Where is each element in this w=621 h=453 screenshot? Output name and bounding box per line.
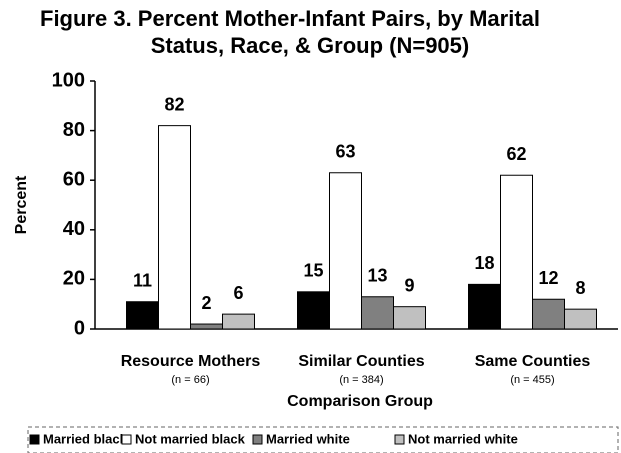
legend-label: Not married white xyxy=(408,431,518,446)
legend-label: Not married black xyxy=(135,431,246,446)
x-tick-note: (n = 455) xyxy=(510,374,554,386)
bar xyxy=(532,298,565,330)
bar xyxy=(393,306,426,330)
value-label: 12 xyxy=(538,268,558,288)
legend-swatch xyxy=(121,434,132,445)
bar xyxy=(468,283,501,330)
x-axis-label: Comparison Group xyxy=(287,393,433,410)
x-tick-label: Similar Counties xyxy=(298,353,424,370)
bar xyxy=(158,125,191,330)
bar xyxy=(190,323,223,330)
legend-swatch xyxy=(29,434,40,445)
x-tick-note: (n = 66) xyxy=(171,374,209,386)
legend-swatch xyxy=(252,434,263,445)
bar xyxy=(126,301,159,330)
bar xyxy=(222,313,255,330)
x-tick-label: Same Counties xyxy=(475,353,591,370)
chart-title: Figure 3. Percent Mother-Infant Pairs, b… xyxy=(40,6,540,31)
bar xyxy=(500,174,533,330)
value-label: 9 xyxy=(404,275,414,295)
value-label: 6 xyxy=(233,283,243,303)
bar xyxy=(329,172,362,330)
x-tick-note: (n = 384) xyxy=(339,374,383,386)
legend-swatch xyxy=(394,434,405,445)
y-tick-label: 60 xyxy=(63,168,85,190)
bar xyxy=(361,296,394,330)
value-label: 15 xyxy=(303,261,323,281)
value-label: 63 xyxy=(335,142,355,162)
x-tick-label: Resource Mothers xyxy=(121,353,261,370)
bar xyxy=(297,291,330,330)
value-label: 18 xyxy=(474,253,494,273)
legend-label: Married white xyxy=(266,431,350,446)
value-label: 11 xyxy=(133,270,152,290)
bar xyxy=(564,308,597,330)
value-label: 13 xyxy=(367,266,387,286)
legend-box xyxy=(27,426,619,453)
y-tick-label: 40 xyxy=(63,218,85,240)
value-label: 82 xyxy=(164,94,184,114)
y-tick-label: 100 xyxy=(52,69,85,91)
chart-title: Status, Race, & Group (N=905) xyxy=(151,33,469,58)
y-tick-label: 0 xyxy=(74,317,85,339)
value-label: 2 xyxy=(201,293,211,313)
y-tick-label: 80 xyxy=(63,119,85,141)
value-label: 62 xyxy=(506,144,526,164)
y-tick-label: 20 xyxy=(63,268,85,290)
value-label: 8 xyxy=(575,278,585,298)
legend-label: Married black xyxy=(43,431,128,446)
y-axis-label: Percent xyxy=(13,175,30,234)
